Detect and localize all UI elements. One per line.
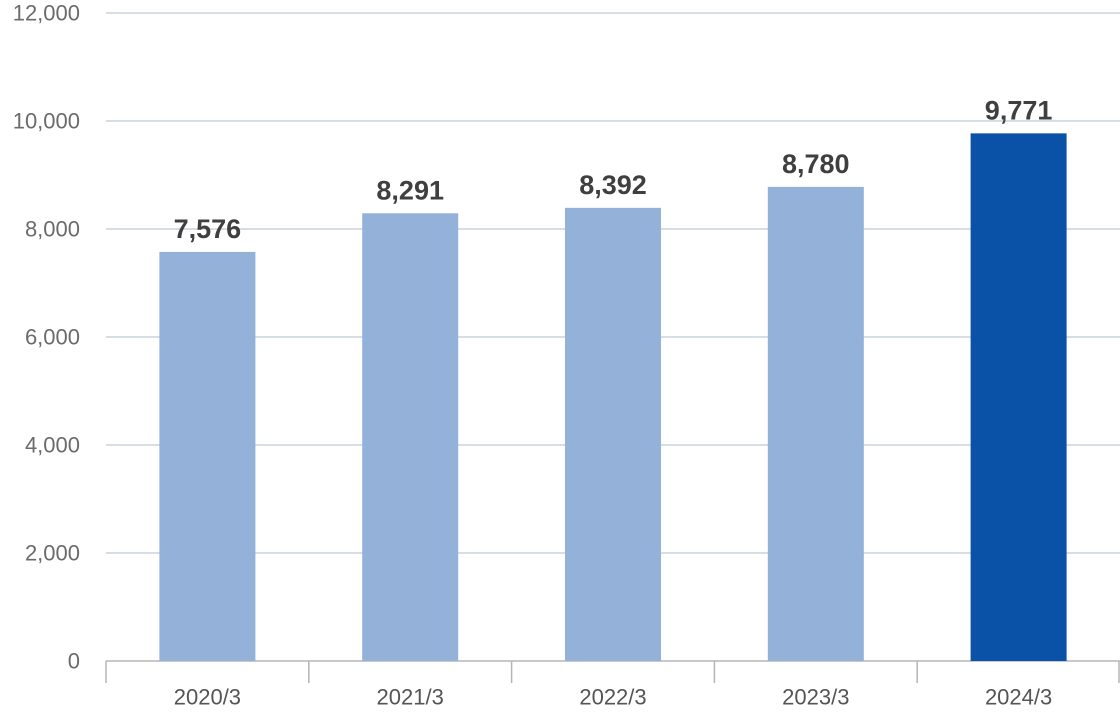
data-label: 8,392 bbox=[579, 170, 647, 200]
bar bbox=[565, 207, 661, 661]
x-tick-label: 2023/3 bbox=[782, 685, 849, 710]
y-tick-label: 0 bbox=[68, 649, 80, 674]
bars bbox=[159, 133, 1067, 662]
bar bbox=[362, 213, 459, 661]
data-label: 8,780 bbox=[782, 149, 850, 179]
bar bbox=[970, 133, 1067, 662]
data-label: 9,771 bbox=[985, 95, 1053, 125]
bar bbox=[159, 251, 256, 661]
x-axis bbox=[105, 660, 1120, 683]
x-tick-label: 2022/3 bbox=[579, 685, 646, 710]
x-tick-label: 2021/3 bbox=[377, 685, 444, 710]
y-tick-label: 2,000 bbox=[25, 541, 80, 566]
y-tick-label: 8,000 bbox=[25, 217, 80, 242]
y-tick-label: 4,000 bbox=[25, 433, 80, 458]
x-tick-label: 2020/3 bbox=[174, 685, 241, 710]
x-tick-label: 2024/3 bbox=[985, 685, 1052, 710]
y-tick-label: 10,000 bbox=[13, 109, 80, 134]
bar bbox=[767, 186, 864, 661]
labels: 0 2,000 4,000 6,000 8,000 10,000 12,000 7,576 20… bbox=[13, 1, 1053, 710]
y-tick-label: 6,000 bbox=[25, 325, 80, 350]
y-tick-label: 12,000 bbox=[13, 1, 80, 26]
data-label: 8,291 bbox=[376, 175, 444, 205]
data-label: 7,576 bbox=[174, 214, 242, 244]
